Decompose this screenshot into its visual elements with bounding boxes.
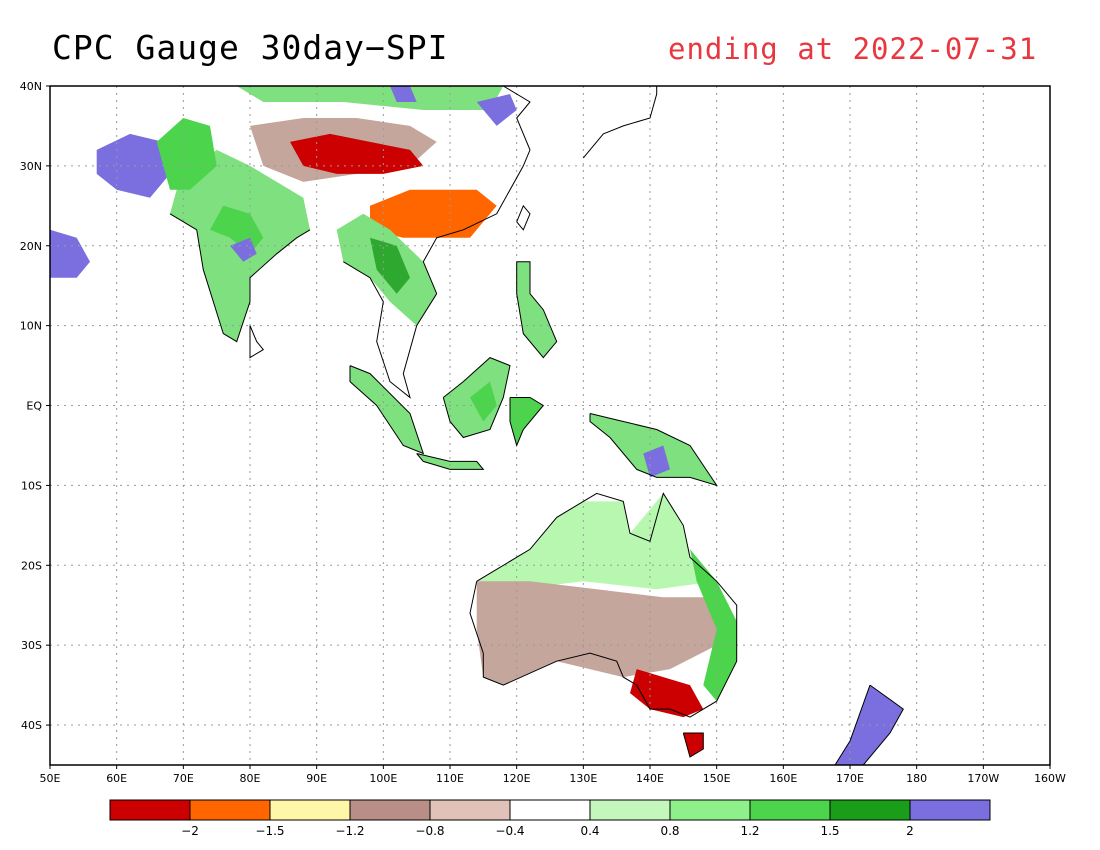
sulawesi-coast	[509, 397, 545, 448]
region-borneo-core	[470, 381, 497, 422]
lon-tick-label: 120E	[503, 772, 531, 785]
nz-coast	[834, 684, 904, 765]
colorbar-swatch	[749, 799, 831, 821]
region-sulawesi	[510, 397, 544, 446]
colorbar-tick-label: −2	[181, 824, 199, 838]
lat-tick-label: EQ	[26, 400, 42, 413]
spi-regions	[50, 86, 904, 765]
lon-tick-label: 50E	[40, 772, 61, 785]
lon-tick-label: 160W	[1034, 772, 1066, 785]
india-coast	[169, 213, 311, 343]
lon-tick-label: 170E	[836, 772, 864, 785]
new-guinea-coast	[589, 413, 718, 487]
lat-tick-label: 20S	[21, 559, 42, 572]
region-tasmania	[683, 733, 704, 757]
colorbar-tick-label: −1.5	[255, 824, 284, 838]
region-sumatra	[350, 365, 424, 454]
region-mongolia-north	[236, 86, 504, 110]
colorbar-swatch	[589, 799, 671, 821]
map-title: CPC Gauge 30day−SPI	[52, 28, 449, 67]
lon-tick-label: 170W	[967, 772, 999, 785]
lat-tick-label: 40S	[21, 719, 42, 732]
region-new-guinea	[590, 413, 717, 486]
region-australia-north	[476, 493, 717, 590]
sumatra-coast	[349, 365, 425, 455]
region-australia-dry	[476, 581, 717, 686]
lon-tick-label: 70E	[173, 772, 194, 785]
colorbar-swatch	[509, 799, 591, 821]
lon-tick-label: 160E	[769, 772, 797, 785]
region-australia-east-wet	[690, 549, 737, 702]
region-china-dry	[290, 133, 424, 174]
lon-tick-label: 150E	[703, 772, 731, 785]
map-subtitle: ending at 2022-07-31	[668, 32, 1038, 66]
lon-tick-label: 140E	[636, 772, 664, 785]
lon-tick-label: 130E	[569, 772, 597, 785]
tasmania-coast	[682, 732, 704, 758]
coastlines	[169, 86, 904, 765]
colorbar-tick-label: −1.2	[335, 824, 364, 838]
lat-tick-label: 10N	[20, 320, 42, 333]
colorbar-tick-label: −0.8	[415, 824, 444, 838]
borneo-coast	[442, 357, 511, 439]
colorbar-swatch	[669, 799, 751, 821]
lon-tick-label: 100E	[369, 772, 397, 785]
region-korea-very-wet	[476, 94, 517, 126]
colorbar: −2 −1.5 −1.2 −0.8 −0.4 0.4 0.8 1.2 1.5 2	[109, 799, 991, 838]
colorbar-tick-label: 0.8	[660, 824, 679, 838]
region-yangtze-orange	[370, 189, 497, 238]
colorbar-tick-label: 2	[906, 824, 914, 838]
lat-tick-label: 30S	[21, 639, 42, 652]
colorbar-tick-label: −0.4	[495, 824, 524, 838]
colorbar-swatch	[349, 799, 431, 821]
java-coast	[416, 453, 485, 470]
colorbar-swatch	[909, 799, 991, 821]
philippines-coast	[516, 261, 558, 359]
japan-coast	[582, 86, 658, 159]
colorbar-tick-label: 1.2	[740, 824, 759, 838]
lon-tick-label: 60E	[106, 772, 127, 785]
lat-tick-label: 20N	[20, 240, 42, 253]
region-philippines	[516, 261, 557, 358]
lon-tick-label: 90E	[306, 772, 327, 785]
taiwan-coast	[516, 204, 531, 231]
region-new-guinea-very-wet	[643, 445, 670, 478]
lat-tick-label: 40N	[20, 80, 42, 93]
map-frame	[49, 85, 1051, 766]
colorbar-swatch	[269, 799, 351, 821]
lon-tick-label: 80E	[240, 772, 261, 785]
region-iran-wet	[96, 133, 170, 198]
lon-tick-label: 110E	[436, 772, 464, 785]
lat-tick-label: 10S	[21, 479, 42, 492]
colorbar-tick-label: 0.4	[580, 824, 599, 838]
colorbar-swatch	[429, 799, 511, 821]
region-north-very-wet	[390, 86, 417, 102]
longitude-labels: 50E 60E 70E 80E 90E 100E 110E 120E 130E 140E 150E 1…	[40, 765, 1066, 785]
region-se-asia-core	[370, 237, 410, 294]
colorbar-tick-label: 1.5	[820, 824, 839, 838]
colorbar-swatch	[109, 799, 191, 821]
sri-lanka-coast	[249, 325, 265, 359]
colorbar-swatch	[829, 799, 911, 821]
lat-tick-label: 30N	[20, 160, 42, 173]
region-pakistan-green	[156, 118, 217, 190]
colorbar-swatch	[189, 799, 271, 821]
lon-tick-label: 180	[906, 772, 927, 785]
australia-coast	[469, 492, 738, 718]
se-asia-coast	[343, 86, 531, 399]
latitude-labels: 40N 30N 20N 10N EQ 10S 20S 30S 40S	[20, 80, 50, 732]
region-arabia-wet	[50, 229, 90, 278]
